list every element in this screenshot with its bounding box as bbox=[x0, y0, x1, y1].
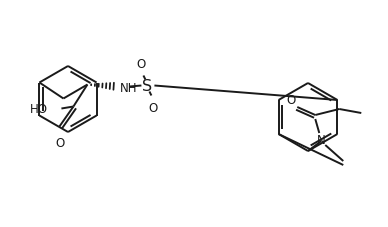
Text: S: S bbox=[142, 79, 152, 94]
Text: O: O bbox=[149, 101, 158, 114]
Text: O: O bbox=[287, 93, 296, 106]
Text: O: O bbox=[56, 137, 65, 150]
Text: NH: NH bbox=[120, 82, 137, 95]
Text: N: N bbox=[317, 134, 326, 147]
Text: HO: HO bbox=[29, 103, 47, 116]
Text: O: O bbox=[137, 58, 146, 71]
